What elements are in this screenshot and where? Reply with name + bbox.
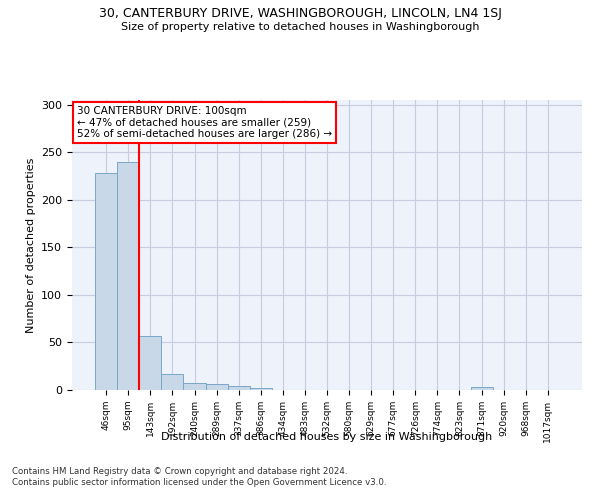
Bar	[470, 387, 493, 390]
Bar	[95, 173, 117, 390]
Y-axis label: Number of detached properties: Number of detached properties	[26, 158, 35, 332]
Text: Size of property relative to detached houses in Washingborough: Size of property relative to detached ho…	[121, 22, 479, 32]
Bar	[184, 384, 206, 390]
Text: Distribution of detached houses by size in Washingborough: Distribution of detached houses by size …	[161, 432, 493, 442]
Text: Contains HM Land Registry data © Crown copyright and database right 2024.
Contai: Contains HM Land Registry data © Crown c…	[12, 468, 386, 487]
Bar	[250, 388, 272, 390]
Bar	[161, 374, 184, 390]
Bar	[117, 162, 139, 390]
Bar	[227, 386, 250, 390]
Text: 30 CANTERBURY DRIVE: 100sqm
← 47% of detached houses are smaller (259)
52% of se: 30 CANTERBURY DRIVE: 100sqm ← 47% of det…	[77, 106, 332, 139]
Bar	[206, 384, 227, 390]
Text: 30, CANTERBURY DRIVE, WASHINGBOROUGH, LINCOLN, LN4 1SJ: 30, CANTERBURY DRIVE, WASHINGBOROUGH, LI…	[98, 8, 502, 20]
Bar	[139, 336, 161, 390]
